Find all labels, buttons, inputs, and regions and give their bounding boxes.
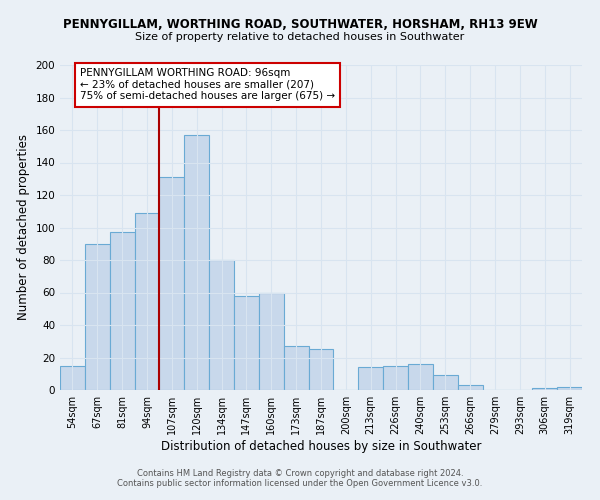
Bar — [234, 296, 259, 390]
Text: PENNYGILLAM, WORTHING ROAD, SOUTHWATER, HORSHAM, RH13 9EW: PENNYGILLAM, WORTHING ROAD, SOUTHWATER, … — [62, 18, 538, 30]
Bar — [433, 376, 458, 390]
Bar — [358, 367, 383, 390]
Bar — [284, 346, 308, 390]
Bar — [160, 177, 184, 390]
Text: Contains public sector information licensed under the Open Government Licence v3: Contains public sector information licen… — [118, 478, 482, 488]
Bar — [184, 135, 209, 390]
Bar — [209, 260, 234, 390]
Bar — [383, 366, 408, 390]
Bar — [308, 350, 334, 390]
Bar — [458, 385, 482, 390]
Text: Contains HM Land Registry data © Crown copyright and database right 2024.: Contains HM Land Registry data © Crown c… — [137, 468, 463, 477]
Text: Size of property relative to detached houses in Southwater: Size of property relative to detached ho… — [136, 32, 464, 42]
Bar — [532, 388, 557, 390]
Bar — [134, 213, 160, 390]
Bar — [85, 244, 110, 390]
Bar — [408, 364, 433, 390]
Bar — [557, 387, 582, 390]
Bar — [110, 232, 134, 390]
Bar — [60, 366, 85, 390]
Y-axis label: Number of detached properties: Number of detached properties — [17, 134, 30, 320]
Text: PENNYGILLAM WORTHING ROAD: 96sqm
← 23% of detached houses are smaller (207)
75% : PENNYGILLAM WORTHING ROAD: 96sqm ← 23% o… — [80, 68, 335, 102]
Bar — [259, 292, 284, 390]
X-axis label: Distribution of detached houses by size in Southwater: Distribution of detached houses by size … — [161, 440, 481, 453]
